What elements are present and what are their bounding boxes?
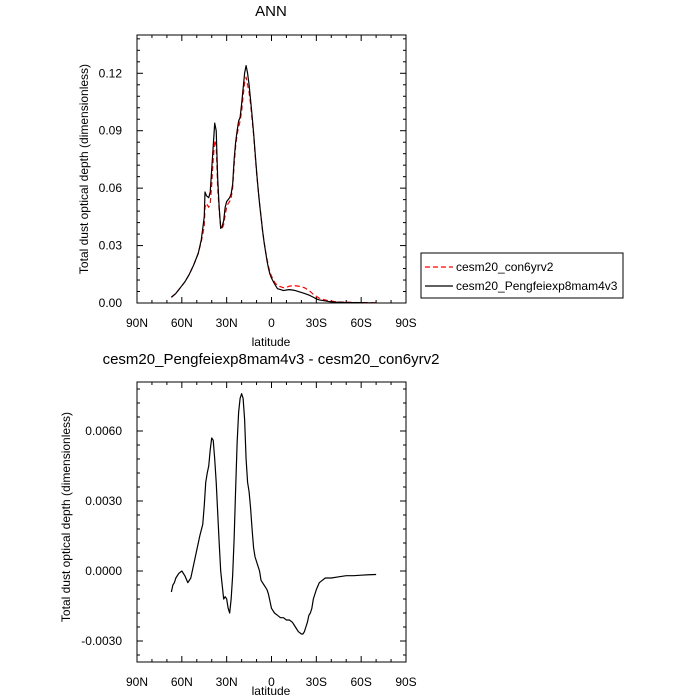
panel1-ylabel: Total dust optical depth (dimensionless): [77, 64, 91, 274]
panel1-ytick-label: 0.12: [99, 66, 123, 80]
panel2-xtick-label: 60S: [350, 675, 371, 689]
panel2-xtick-label: 0: [268, 675, 275, 689]
panel2-ytick-label: -0.0030: [81, 634, 122, 648]
legend-label-con6yrv2: cesm20_con6yrv2: [456, 260, 554, 274]
panel1-xtick-label: 60N: [171, 316, 193, 330]
panel2-ylabel: Total dust optical depth (dimensionless): [59, 412, 73, 622]
panel1-ytick-label: 0.09: [99, 124, 123, 138]
panel1-title: ANN: [255, 3, 287, 20]
panel1-xtick-label: 60S: [350, 316, 371, 330]
panel2-ytick-label: 0.0030: [85, 494, 122, 508]
panel2-series-line-0: [170, 393, 377, 635]
panel2-xtick-label: 30S: [306, 675, 327, 689]
panel1-ytick-label: 0.03: [99, 239, 123, 253]
panel1-xlabel: latitude: [252, 335, 291, 349]
panel2-xtick-label: 90S: [395, 675, 416, 689]
panel1-series-line-1: [170, 65, 377, 304]
panel1-xtick-label: 30S: [306, 316, 327, 330]
panel2-xtick-label: 30N: [216, 675, 238, 689]
panel2-xtick-label: 60N: [171, 675, 193, 689]
panel2-xtick-label: 90N: [126, 675, 148, 689]
panel1-xtick-label: 30N: [216, 316, 238, 330]
legend-label-pengfei: cesm20_Pengfeiexp8mam4v3: [456, 279, 618, 293]
panel2-title: cesm20_Pengfeiexp8mam4v3 - cesm20_con6yr…: [103, 351, 440, 368]
panel1-ytick-label: 0.06: [99, 181, 123, 195]
legend: cesm20_con6yrv2 cesm20_Pengfeiexp8mam4v3: [420, 252, 624, 299]
panel2-ytick-label: 0.0060: [85, 424, 122, 438]
legend-box: [420, 252, 624, 299]
panel1-frame: [136, 34, 407, 304]
panel1-xtick-label: 90N: [126, 316, 148, 330]
panel1-series-line-0: [170, 76, 377, 304]
panel2-xlabel: latitude: [252, 684, 291, 698]
panel1-xtick-label: 0: [268, 316, 275, 330]
panel1-ytick-label: 0.00: [99, 296, 123, 310]
panel2-frame: [136, 381, 407, 663]
panel2-ytick-label: 0.0000: [85, 564, 122, 578]
panel1-xtick-label: 90S: [395, 316, 416, 330]
